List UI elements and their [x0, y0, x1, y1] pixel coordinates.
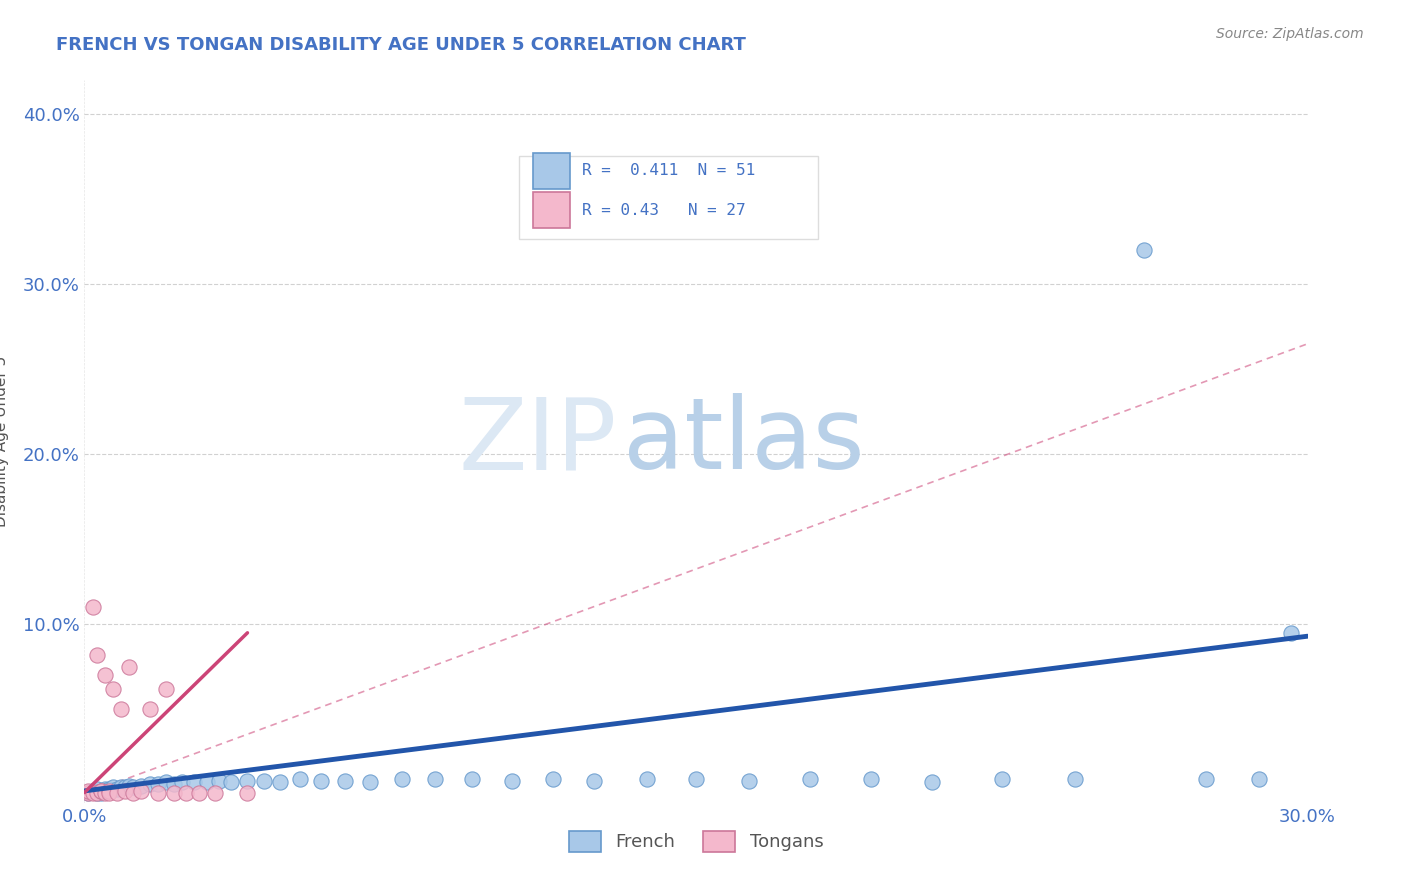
Point: [122, 780, 145, 795]
Text: ZIP: ZIP: [458, 393, 616, 490]
Point: [118, 779, 141, 793]
Point: [82, 786, 104, 800]
Point: [1195, 772, 1218, 786]
Point: [172, 775, 194, 789]
Point: [860, 772, 883, 786]
Point: [269, 775, 291, 789]
Point: [97, 784, 120, 798]
Point: [93, 786, 115, 800]
Point: [423, 772, 446, 786]
Point: [335, 773, 357, 788]
Point: [110, 780, 132, 795]
Point: [174, 786, 197, 800]
Point: [93, 668, 115, 682]
Legend: French, Tongans: French, Tongans: [561, 823, 831, 859]
Point: [1064, 772, 1087, 786]
Point: [77, 786, 100, 800]
Point: [77, 784, 100, 798]
Point: [163, 786, 186, 800]
Point: [236, 786, 259, 800]
Point: [131, 784, 153, 798]
Point: [77, 786, 100, 800]
Point: [543, 772, 565, 786]
FancyBboxPatch shape: [533, 153, 569, 189]
Point: [685, 772, 707, 786]
Point: [82, 600, 104, 615]
Point: [90, 784, 112, 798]
Point: [309, 773, 332, 788]
Point: [90, 784, 112, 798]
Point: [97, 782, 120, 797]
Point: [1133, 244, 1156, 258]
Point: [86, 786, 108, 800]
Text: Source: ZipAtlas.com: Source: ZipAtlas.com: [1216, 27, 1364, 41]
Point: [146, 786, 169, 800]
Point: [208, 773, 231, 788]
Point: [163, 777, 186, 791]
Point: [636, 772, 658, 786]
Point: [155, 681, 177, 696]
Point: [131, 779, 153, 793]
Point: [502, 773, 524, 788]
Point: [738, 773, 761, 788]
Point: [105, 786, 128, 800]
Point: [195, 775, 218, 789]
Point: [290, 772, 312, 786]
Point: [138, 702, 160, 716]
Point: [97, 786, 120, 800]
Point: [187, 786, 209, 800]
Text: R = 0.43   N = 27: R = 0.43 N = 27: [582, 202, 745, 218]
FancyBboxPatch shape: [519, 156, 818, 239]
Text: FRENCH VS TONGAN DISABILITY AGE UNDER 5 CORRELATION CHART: FRENCH VS TONGAN DISABILITY AGE UNDER 5 …: [56, 36, 747, 54]
Point: [236, 773, 259, 788]
Point: [101, 681, 124, 696]
Point: [105, 782, 128, 797]
Point: [118, 660, 141, 674]
Point: [86, 648, 108, 662]
Point: [90, 784, 112, 798]
Point: [110, 702, 132, 716]
Y-axis label: Disability Age Under 5: Disability Age Under 5: [0, 356, 8, 527]
Point: [359, 775, 381, 789]
Point: [101, 780, 124, 795]
Point: [391, 772, 413, 786]
FancyBboxPatch shape: [533, 193, 569, 228]
Point: [138, 777, 160, 791]
Point: [93, 784, 115, 798]
Point: [991, 772, 1014, 786]
Point: [82, 784, 104, 798]
Point: [1279, 625, 1302, 640]
Point: [86, 782, 108, 797]
Point: [90, 786, 112, 800]
Point: [155, 775, 177, 789]
Point: [219, 775, 242, 789]
Point: [93, 782, 115, 797]
Point: [82, 784, 104, 798]
Point: [86, 786, 108, 800]
Point: [204, 786, 226, 800]
Text: R =  0.411  N = 51: R = 0.411 N = 51: [582, 163, 755, 178]
Point: [114, 784, 136, 798]
Point: [122, 786, 145, 800]
Point: [461, 772, 484, 786]
Point: [1247, 772, 1270, 786]
Point: [253, 773, 276, 788]
Point: [114, 780, 136, 795]
Point: [799, 772, 821, 786]
Point: [921, 775, 943, 789]
Point: [183, 775, 205, 789]
Point: [146, 777, 169, 791]
Text: atlas: atlas: [623, 393, 865, 490]
Point: [583, 773, 606, 788]
